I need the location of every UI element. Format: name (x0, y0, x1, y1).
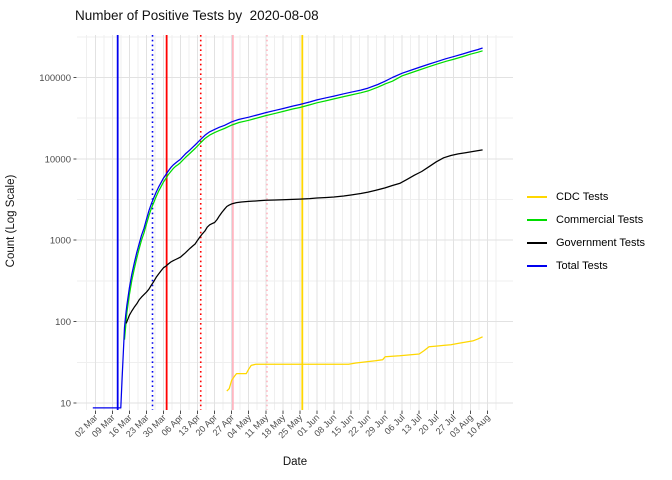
series-line-cdc-tests (226, 336, 483, 392)
legend-item-cdc-tests: CDC Tests (527, 190, 645, 203)
legend-item-commercial-tests: Commercial Tests (527, 213, 645, 226)
y-tick-label: 1000 (50, 236, 71, 247)
legend-swatch (527, 195, 547, 198)
legend: CDC Tests Commercial Tests Government Test… (527, 190, 646, 272)
x-axis-title: Date (282, 456, 308, 468)
legend-label: Total Tests (556, 259, 608, 272)
legend-swatch (527, 218, 547, 221)
legend-swatch (527, 264, 547, 267)
legend-item-total-tests: Total Tests (527, 259, 645, 272)
y-axis-title: Count (Log Scale) (5, 174, 17, 268)
y-tick-label: 10 (60, 399, 71, 410)
legend-label: CDC Tests (556, 190, 609, 203)
legend-label: Commercial Tests (556, 213, 644, 226)
y-tick-label: 100 (55, 317, 71, 328)
legend-label: Government Tests (556, 236, 646, 249)
chart-title: Number of Positive Tests by 2020-08-08 (75, 8, 319, 23)
y-tick-label: 100000 (39, 73, 71, 84)
legend-swatch (527, 241, 547, 244)
series-line-government-tests (125, 149, 483, 324)
legend-item-government-tests: Government Tests (527, 236, 646, 249)
series-line-commercial-tests (123, 50, 483, 340)
y-tick-label: 10000 (45, 154, 71, 165)
series-line-total-tests (92, 47, 483, 409)
